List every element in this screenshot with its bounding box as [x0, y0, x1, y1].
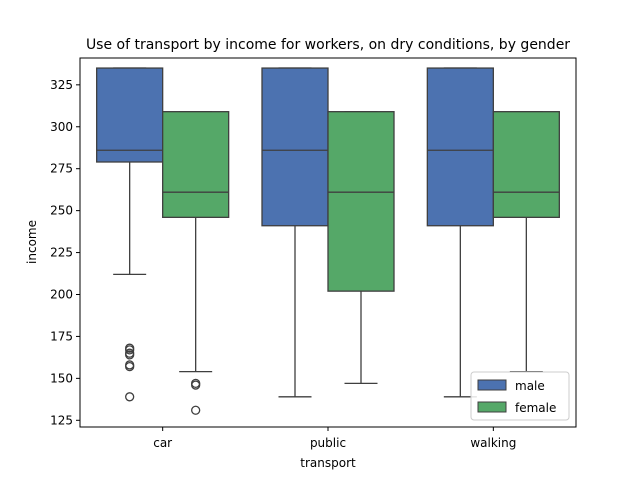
y-axis-label: income [25, 220, 39, 264]
y-tick-label: 250 [50, 204, 73, 218]
box-male-public [261, 67, 329, 398]
outlier-point [125, 360, 135, 370]
box-iqr [492, 111, 560, 218]
box-female-public [327, 111, 395, 385]
outlier-point [125, 348, 135, 358]
box-iqr [96, 67, 164, 163]
legend-swatch-female [477, 401, 507, 413]
chart-title: Use of transport by income for workers, … [86, 37, 570, 53]
x-tick-label: public [310, 436, 346, 450]
box-female-walking [492, 111, 560, 373]
outlier-point [125, 343, 135, 353]
y-tick-label: 200 [50, 287, 73, 301]
y-axis: 125 150 175 200 225 250 275 300 325 [50, 78, 80, 427]
y-tick-label: 150 [50, 371, 73, 385]
box-female-car [162, 111, 230, 415]
y-tick-label: 175 [50, 329, 73, 343]
box-iqr [261, 67, 329, 227]
box-male-car [96, 67, 164, 402]
legend-label-male: male [515, 379, 545, 393]
y-tick-label: 125 [50, 413, 73, 427]
boxes-layer [96, 67, 560, 415]
box-iqr [327, 111, 395, 292]
y-tick-label: 325 [50, 78, 73, 92]
y-tick-label: 275 [50, 162, 73, 176]
box-iqr [426, 67, 494, 227]
legend-swatch-male [477, 379, 507, 391]
box-male-walking [426, 67, 494, 398]
legend: male female [470, 371, 570, 421]
outlier-point [191, 405, 201, 415]
outlier-point [191, 378, 201, 389]
legend-label-female: female [515, 401, 556, 415]
box-iqr [162, 111, 230, 218]
y-tick-label: 225 [50, 246, 73, 260]
x-axis: car public walking [153, 427, 516, 450]
x-tick-label: walking [470, 436, 516, 450]
x-tick-label: car [153, 436, 172, 450]
outlier-point [125, 392, 135, 402]
y-tick-label: 300 [50, 120, 73, 134]
x-axis-label: transport [300, 456, 356, 470]
